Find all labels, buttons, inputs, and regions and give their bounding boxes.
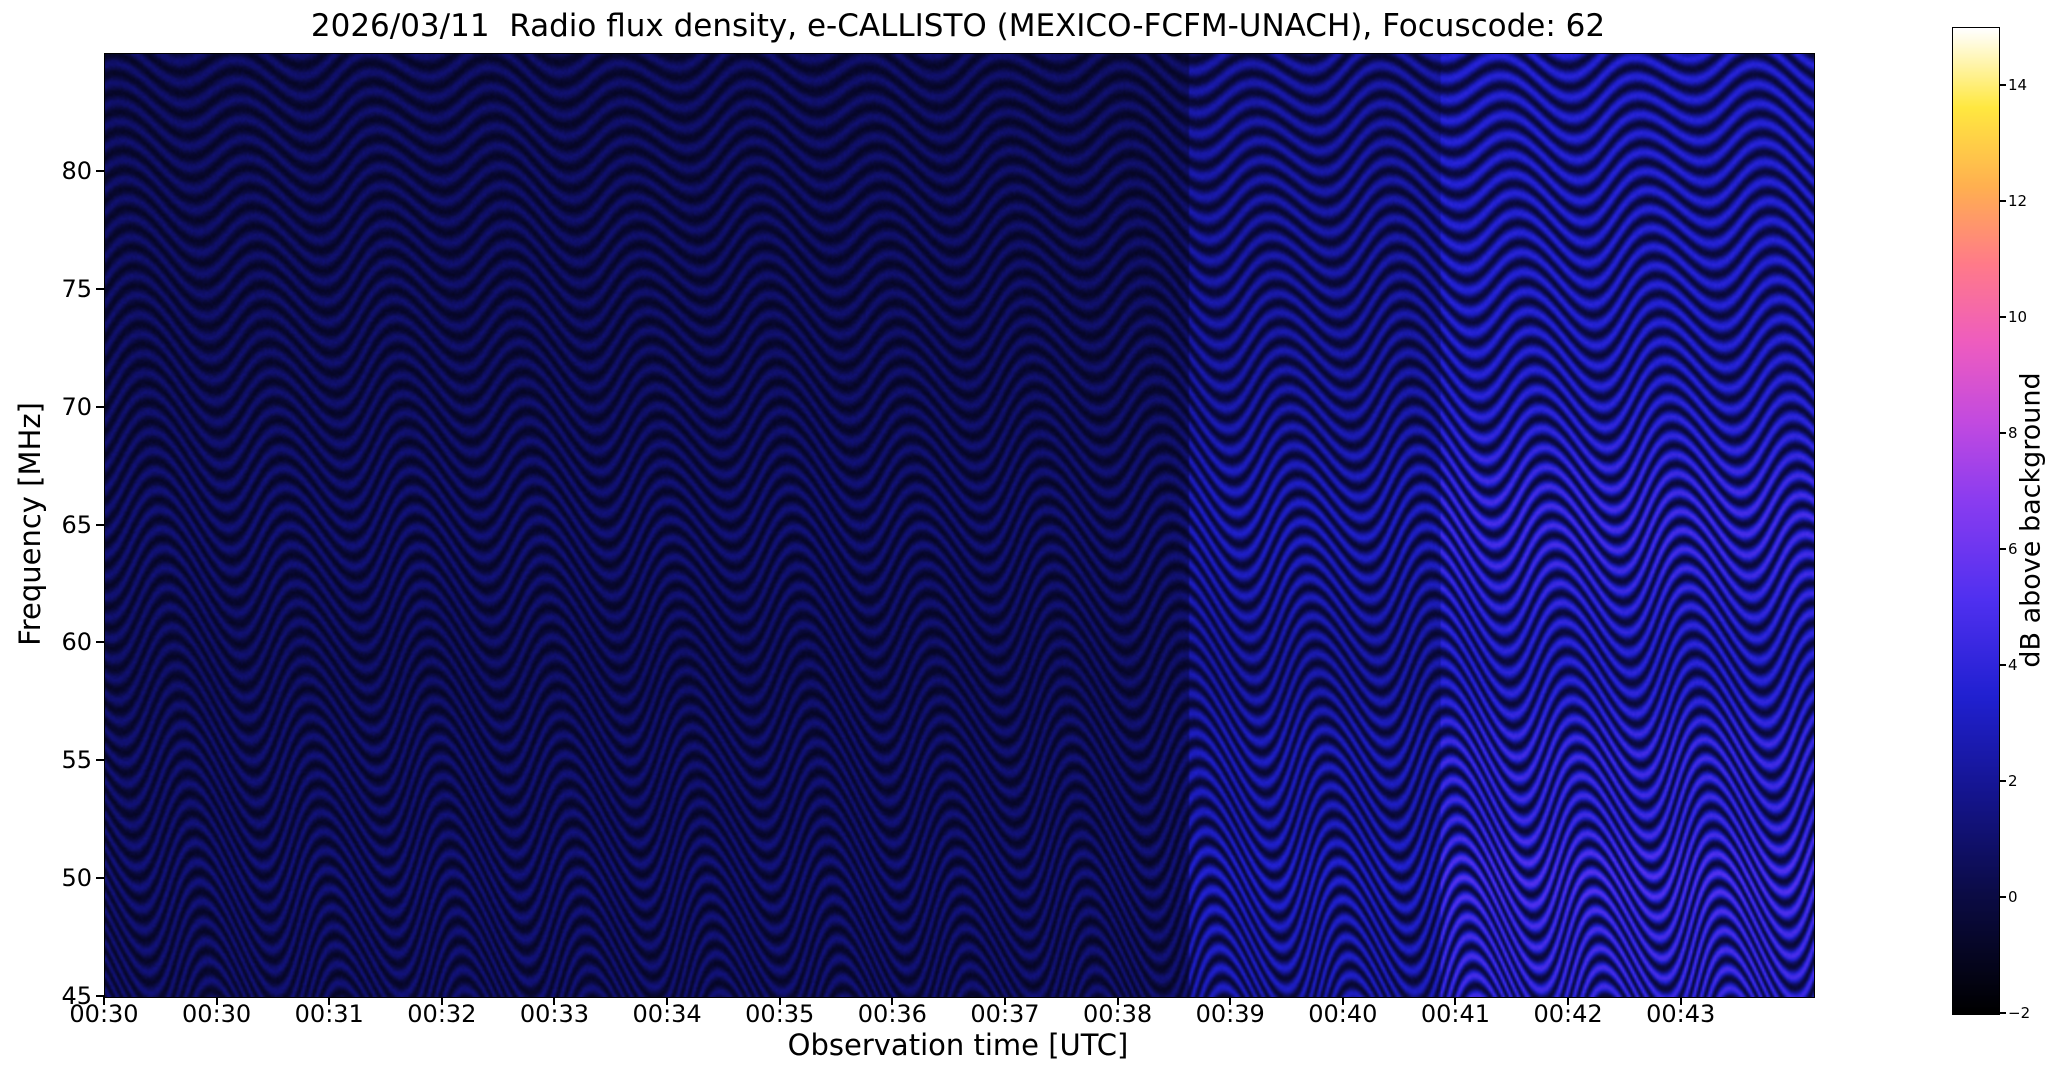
x-tick-mark: [1567, 997, 1570, 1005]
y-tick-mark: [96, 877, 104, 880]
x-axis-label: Observation time [UTC]: [787, 1028, 1129, 1062]
x-tick-mark: [440, 997, 443, 1005]
y-tick-mark: [96, 523, 104, 526]
x-tick-mark: [1679, 997, 1682, 1005]
colorbar-tick-mark: [2000, 316, 2006, 318]
y-tick-label: 75: [61, 274, 92, 303]
y-tick-label: 80: [61, 156, 92, 185]
x-tick-mark: [215, 997, 218, 1005]
y-tick-mark: [96, 169, 104, 172]
x-tick-mark: [328, 997, 331, 1005]
y-tick-mark: [96, 995, 104, 997]
colorbar-tick-mark: [2000, 1012, 2006, 1014]
colorbar-tick-mark: [2000, 200, 2006, 202]
colorbar: [1952, 27, 2000, 1015]
colorbar-tick-label: 0: [2008, 888, 2018, 906]
y-tick-label: 70: [61, 392, 92, 421]
colorbar-tick-label: −2: [2008, 1004, 2031, 1022]
y-tick-label: 45: [61, 982, 92, 1010]
y-tick-mark: [96, 405, 104, 408]
y-tick-mark: [96, 641, 104, 644]
y-tick-label: 50: [61, 864, 92, 893]
x-tick-mark: [553, 997, 556, 1005]
x-tick-mark: [1116, 997, 1119, 1005]
x-tick-mark: [666, 997, 669, 1005]
colorbar-tick-mark: [2000, 432, 2006, 434]
colorbar-tick-mark: [2000, 664, 2006, 666]
y-tick-label: 65: [61, 510, 92, 539]
y-tick-label: 55: [61, 746, 92, 775]
y-tick-mark: [96, 759, 104, 762]
x-tick-mark: [1341, 997, 1344, 1005]
colorbar-label: dB above background: [2015, 372, 2047, 668]
y-tick-label: 60: [61, 628, 92, 657]
x-tick-mark: [778, 997, 781, 1005]
colorbar-tick-label: 14: [2008, 76, 2028, 94]
colorbar-tick-label: 10: [2008, 308, 2028, 326]
colorbar-tick-label: 2: [2008, 772, 2018, 790]
colorbar-tick-label: 8: [2008, 424, 2018, 442]
colorbar-tick-mark: [2000, 548, 2006, 550]
colorbar-tick-label: 12: [2008, 192, 2028, 210]
spectrogram-heatmap: [104, 53, 1815, 998]
chart-title: 2026/03/11 Radio flux density, e-CALLIST…: [310, 8, 1606, 44]
x-tick-mark: [1003, 997, 1006, 1005]
x-tick-mark: [103, 997, 105, 1005]
x-tick-mark: [1229, 997, 1232, 1005]
x-tick-mark: [891, 997, 894, 1005]
colorbar-tick-label: 6: [2008, 540, 2018, 558]
y-tick-mark: [96, 287, 104, 290]
colorbar-tick-mark: [2000, 896, 2006, 898]
colorbar-tick-mark: [2000, 780, 2006, 782]
colorbar-tick-label: 4: [2008, 656, 2018, 674]
colorbar-tick-mark: [2000, 84, 2006, 86]
x-tick-mark: [1454, 997, 1457, 1005]
